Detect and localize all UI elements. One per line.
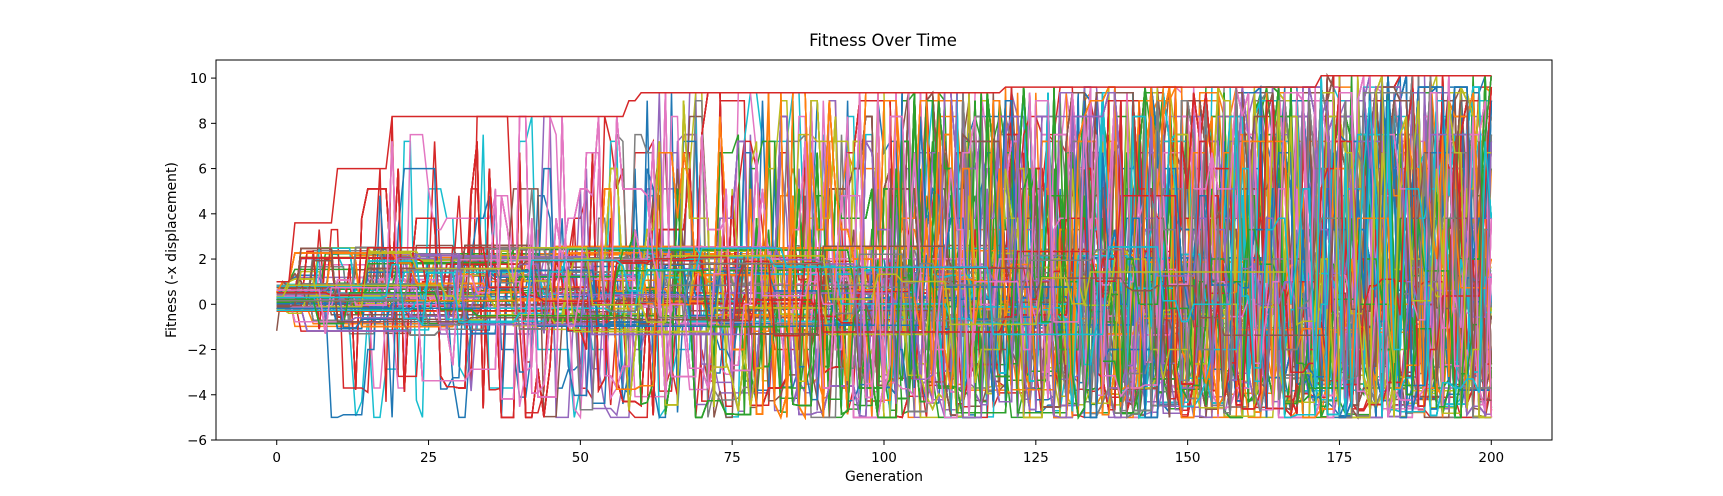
x-axis: 0 25 50 75 100 125 150 175 200 bbox=[272, 440, 1504, 466]
y-tick-label: −2 bbox=[187, 343, 207, 359]
fitness-series-line bbox=[276, 87, 1492, 414]
fitness-series-line bbox=[276, 92, 1493, 417]
series-layer bbox=[275, 72, 1493, 421]
x-tick-label: 200 bbox=[1478, 450, 1504, 466]
fitness-series-line bbox=[276, 75, 1492, 414]
y-tick-label: 4 bbox=[198, 207, 207, 223]
fitness-series-line bbox=[276, 92, 1492, 419]
y-tick-label: −6 bbox=[187, 433, 207, 449]
y-tick-label: 2 bbox=[198, 252, 207, 268]
fitness-series-line bbox=[276, 72, 1493, 420]
y-tick-label: 0 bbox=[198, 297, 207, 313]
best-fitness-line bbox=[276, 75, 1492, 283]
y-tick-label: 10 bbox=[190, 71, 207, 87]
fitness-series-line bbox=[276, 75, 1493, 419]
fitness-series-line bbox=[276, 75, 1493, 418]
fitness-series-line bbox=[276, 75, 1492, 409]
y-tick-label: 6 bbox=[198, 162, 207, 178]
fitness-series-line bbox=[276, 75, 1493, 419]
chart-title: Fitness Over Time bbox=[809, 31, 957, 50]
x-tick-label: 150 bbox=[1175, 450, 1201, 466]
y-tick-label: −4 bbox=[187, 388, 207, 404]
y-axis-label: Fitness (-x displacement) bbox=[164, 162, 180, 338]
y-axis: −6 −4 −2 0 2 4 6 8 10 bbox=[187, 71, 216, 449]
x-axis-label: Generation bbox=[845, 469, 923, 485]
fitness-series-line bbox=[276, 87, 1493, 410]
x-tick-label: 100 bbox=[871, 450, 897, 466]
fitness-series-line bbox=[276, 92, 1493, 419]
y-tick-label: 8 bbox=[198, 116, 207, 132]
x-tick-label: 50 bbox=[572, 450, 589, 466]
x-tick-label: 175 bbox=[1327, 450, 1353, 466]
x-tick-label: 0 bbox=[272, 450, 281, 466]
x-tick-label: 125 bbox=[1023, 450, 1049, 466]
x-tick-label: 25 bbox=[420, 450, 437, 466]
fitness-series-line bbox=[276, 86, 1492, 401]
x-tick-label: 75 bbox=[724, 450, 741, 466]
